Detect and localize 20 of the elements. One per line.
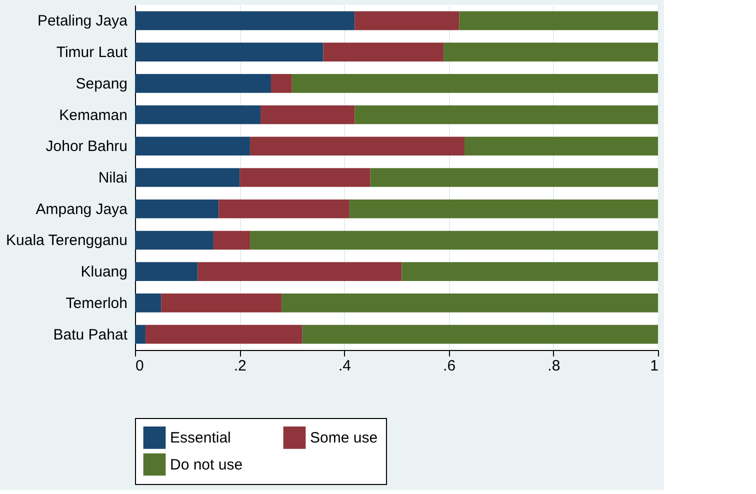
legend-label: Do not use bbox=[170, 456, 243, 474]
legend-label: Essential bbox=[170, 430, 231, 447]
x-tick-label: .4 bbox=[338, 358, 351, 374]
y-tick-label: Nilai bbox=[98, 170, 128, 186]
y-tick-label: Kemaman bbox=[59, 106, 128, 124]
y-tick-label: Sepang bbox=[76, 75, 128, 92]
y-tick-label: Johor Bahru bbox=[46, 138, 128, 156]
y-tick-label: Kuala Terengganu bbox=[6, 232, 128, 250]
y-tick-label: Ampang Jaya bbox=[36, 200, 128, 218]
x-tick-label: .2 bbox=[234, 358, 246, 374]
y-tick-label: Kluang bbox=[80, 264, 128, 281]
x-tick-label: .6 bbox=[443, 358, 456, 374]
legend-label: Some use bbox=[310, 430, 378, 447]
y-tick-label: Timur Laut bbox=[56, 44, 128, 62]
y-tick-label: Batu Pahat bbox=[53, 326, 128, 344]
x-tick-label: 0 bbox=[136, 358, 144, 374]
x-tick-label: .8 bbox=[548, 358, 560, 374]
y-tick-label: Temerloh bbox=[66, 294, 128, 312]
y-tick-label: Petaling Jaya bbox=[37, 12, 128, 30]
x-tick-label: 1 bbox=[650, 358, 658, 374]
